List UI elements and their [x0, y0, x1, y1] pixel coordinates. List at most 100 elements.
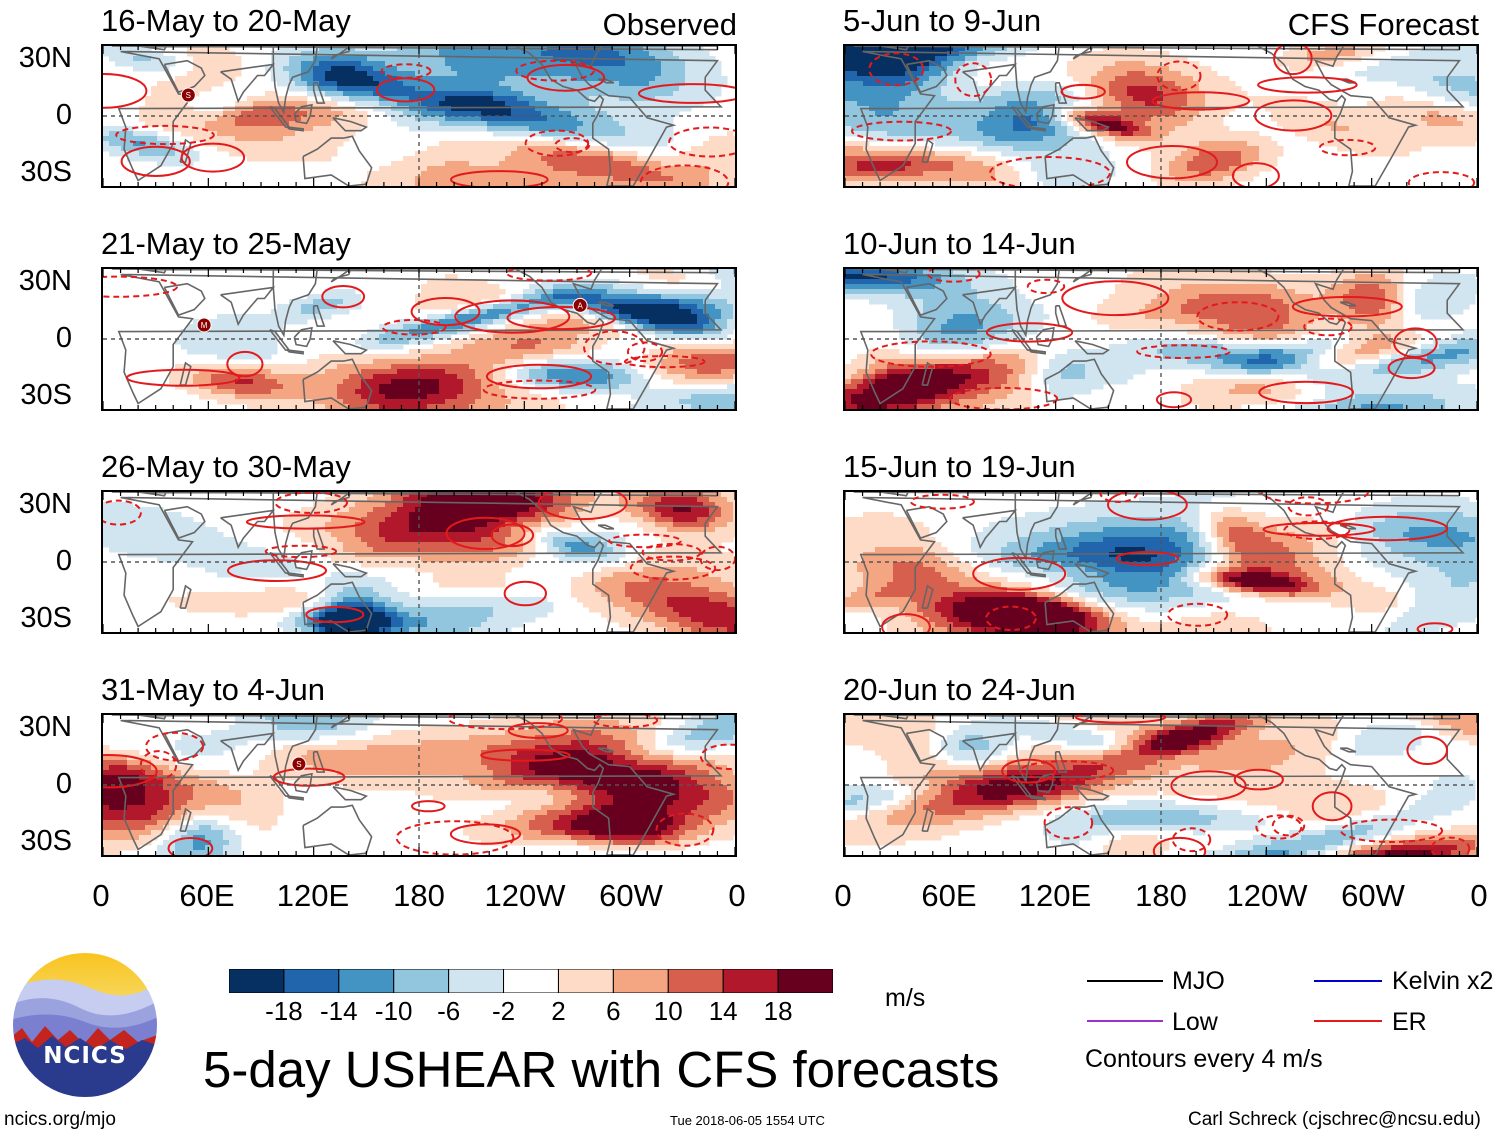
coastlines: [111, 715, 723, 855]
map-panel: [843, 267, 1479, 411]
panel-title: 26-May to 30-May: [101, 449, 351, 484]
shear-map: S: [103, 46, 735, 186]
latitude-tick-label: 30N: [18, 265, 72, 298]
observed-label: Observed: [602, 7, 737, 42]
longitude-tick-label: 60E: [921, 878, 977, 913]
colorbar-graphic: [228, 968, 834, 994]
legend-label-er: ER: [1392, 1008, 1427, 1036]
axis-ticks: [845, 492, 1477, 632]
coastlines: [111, 492, 723, 632]
colorbar-tick-label: -6: [437, 996, 461, 1026]
panel-title: 15-Jun to 19-Jun: [843, 449, 1076, 484]
map-panel: S: [101, 713, 737, 857]
colorbar-tick-label: -2: [491, 996, 516, 1026]
axis-ticks: [103, 492, 735, 632]
colorbar-swatch: [393, 968, 450, 994]
units-label: m/s: [885, 984, 926, 1012]
colorbar-tick-label: 18: [763, 996, 793, 1026]
coastlines: [853, 715, 1465, 855]
axis-ticks: [845, 715, 1477, 855]
legend-line-mjo: [1087, 980, 1163, 982]
panel-title: 16-May to 20-May: [101, 3, 351, 38]
latitude-tick-label: 30S: [20, 378, 72, 411]
shear-field: [845, 46, 1477, 186]
cfs-forecast-label: CFS Forecast: [1287, 7, 1479, 42]
storm-marker: M: [196, 317, 212, 333]
axis-ticks: [103, 46, 735, 186]
legend-line-kelvin: [1314, 980, 1382, 982]
storm-marker: S: [180, 87, 196, 103]
panel-title: 10-Jun to 14-Jun: [843, 226, 1076, 261]
longitude-tick-label: 60W: [1341, 878, 1405, 913]
map-panel: [843, 44, 1479, 188]
longitude-tick-label: 60W: [599, 878, 663, 913]
shear-field: [845, 269, 1477, 409]
panel-title: 21-May to 25-May: [101, 226, 351, 261]
latitude-tick-label: 30S: [20, 155, 72, 188]
storm-marker: S: [291, 756, 307, 772]
map-panel: S: [101, 44, 737, 188]
map-panel: [843, 490, 1479, 634]
colorbar-swatch: [667, 968, 724, 994]
shear-map: [845, 492, 1477, 632]
storm-marker: A: [572, 297, 588, 313]
shear-map: [845, 46, 1477, 186]
colorbar-tick-label: 10: [653, 996, 683, 1026]
colorbar-swatch: [448, 968, 505, 994]
coastlines: [853, 46, 1465, 186]
latitude-tick-label: 30N: [18, 488, 72, 521]
er-contours: [103, 715, 735, 855]
storm-marker-label: A: [577, 301, 583, 310]
colorbar: [228, 968, 834, 994]
panel-title: 20-Jun to 24-Jun: [843, 672, 1076, 707]
legend-label-kelvin: Kelvin x2: [1392, 967, 1494, 995]
longitude-tick-label: 120W: [1226, 878, 1308, 913]
longitude-tick-label: 0: [834, 878, 852, 913]
footer-author: Carl Schreck (cjschrec@ncsu.edu): [1188, 1109, 1481, 1130]
axis-ticks: [103, 269, 735, 409]
footer-timestamp: Tue 2018-06-05 1554 UTC: [670, 1113, 825, 1128]
colorbar-swatch: [338, 968, 395, 994]
coastlines: [111, 269, 723, 409]
shear-map: [845, 269, 1477, 409]
latitude-tick-label: 30S: [20, 824, 72, 857]
colorbar-swatch: [777, 968, 834, 994]
latitude-tick-label: 0: [55, 545, 72, 577]
storm-marker-label: S: [186, 91, 191, 100]
colorbar-swatch: [612, 968, 669, 994]
shear-map: S: [103, 715, 735, 855]
legend-line-er: [1314, 1020, 1382, 1022]
longitude-tick-label: 120E: [276, 878, 350, 913]
axis-ticks: [845, 269, 1477, 409]
longitude-tick-label: 0: [92, 878, 110, 913]
storm-marker-label: M: [201, 321, 208, 330]
shear-field: [103, 715, 735, 855]
shear-map: [103, 492, 735, 632]
colorbar-swatch: [557, 968, 614, 994]
longitude-tick-label: 120W: [484, 878, 566, 913]
latitude-tick-label: 0: [55, 322, 72, 354]
storm-marker-label: S: [296, 760, 301, 769]
colorbar-tick-label: 2: [551, 996, 566, 1026]
longitude-tick-label: 180: [393, 878, 445, 913]
panel-title: 31-May to 4-Jun: [101, 672, 325, 707]
colorbar-tick-label: -10: [374, 996, 413, 1026]
er-contours: [103, 492, 735, 624]
ncics-logo: NCICS: [10, 950, 160, 1100]
colorbar-tick-label: -18: [265, 996, 303, 1026]
ncics-logo-text: NCICS: [43, 1043, 127, 1069]
er-contours: [1001, 715, 1471, 855]
latitude-tick-label: 30N: [18, 42, 72, 75]
latitude-tick-label: 0: [55, 768, 72, 800]
longitude-tick-label: 180: [1135, 878, 1187, 913]
map-panel: [843, 713, 1479, 857]
colorbar-swatch: [283, 968, 340, 994]
legend-line-low: [1087, 1020, 1163, 1022]
er-contours: [881, 492, 1454, 632]
map-panel: [101, 490, 737, 634]
latitude-tick-label: 0: [55, 99, 72, 131]
colorbar-tick-label: 6: [606, 996, 621, 1026]
er-contours: [103, 59, 735, 186]
longitude-tick-label: 0: [728, 878, 746, 913]
